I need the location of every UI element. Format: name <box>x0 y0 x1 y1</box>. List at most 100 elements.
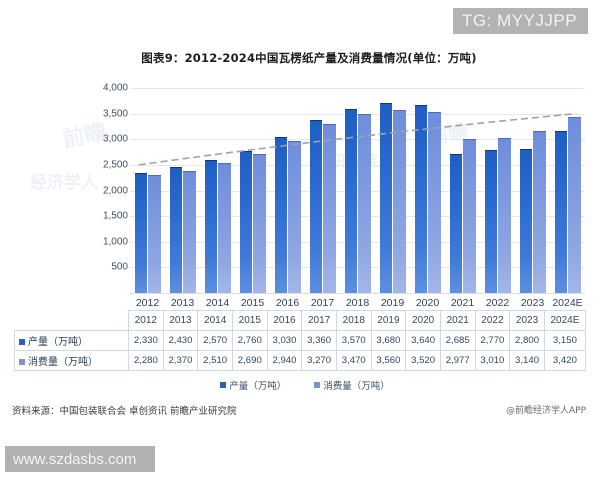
legend-color-swatch <box>314 382 321 388</box>
y-axis-tick: 2,500 <box>102 159 128 171</box>
bar-production <box>239 150 252 293</box>
x-axis-tick: 2019 <box>380 297 405 309</box>
y-axis-tick: 1,000 <box>102 236 128 248</box>
bar-group <box>305 88 340 293</box>
bar-consumption <box>148 175 161 293</box>
y-axis-tick: 4,000 <box>102 82 128 94</box>
grid-line <box>130 216 585 218</box>
bar-production <box>169 167 182 293</box>
table-row: 消费量（万吨） 2,280 2,370 2,510 2,690 2,940 3,270 3,4… <box>14 350 587 371</box>
bar-production <box>519 148 532 293</box>
y-axis-labels: 500 1,000 1,500 2,000 2,500 3,000 3,500 4,000 <box>84 83 128 293</box>
table-cell-value: 2,280 <box>128 350 164 371</box>
x-axis-tick: 2017 <box>310 297 335 309</box>
y-axis-tick: 3,000 <box>102 133 128 145</box>
x-axis-tick: 2021 <box>450 297 475 309</box>
bar-production <box>379 103 392 293</box>
table-year-header: 2017 <box>301 310 337 331</box>
table-cell-value: 2,770 <box>474 330 511 351</box>
legend-label: 消费量（万吨） <box>323 381 390 392</box>
bar-group <box>200 88 235 293</box>
table-year-header: 2018 <box>335 310 372 331</box>
bar-consumption <box>428 111 441 293</box>
table-cell-value: 3,570 <box>335 330 372 351</box>
bar-group <box>340 88 375 293</box>
legend-item: 消费量（万吨） <box>314 378 390 392</box>
legend-color-swatch <box>220 382 227 388</box>
table-year-header: 2023 <box>509 310 545 331</box>
x-axis-tick: 2012 <box>135 297 160 309</box>
plot-area: 500 1,000 1,500 2,000 2,500 3,000 3,500 4,000 2… <box>0 83 600 310</box>
series-color-swatch <box>19 339 25 345</box>
series-color-swatch <box>19 359 25 365</box>
bar-group <box>130 88 165 293</box>
table-cell-value: 2,510 <box>197 350 233 371</box>
bar-group <box>235 88 270 293</box>
bar-consumption <box>393 109 406 293</box>
app-credit: @前瞻经济学人APP <box>505 406 586 416</box>
table-cell-value: 2,940 <box>266 350 303 371</box>
x-axis-tick: 2013 <box>170 297 195 309</box>
site-watermark-tag: www.szdasbs.com <box>5 446 155 472</box>
table-cell-value: 2,690 <box>231 350 268 371</box>
bar-production <box>344 109 357 293</box>
bar-series-group <box>130 88 585 293</box>
bar-consumption <box>218 163 231 293</box>
bar-group <box>550 88 585 293</box>
data-table: 2012 2013 2014 2015 2016 2017 2018 2019 2020 2021… <box>14 310 587 371</box>
grid-line <box>130 267 585 269</box>
table-year-header: 2014 <box>197 310 233 331</box>
x-axis-tick: 2018 <box>345 297 370 309</box>
bar-production <box>134 172 147 293</box>
table-year-header: 2015 <box>231 310 268 331</box>
table-year-header: 2024E <box>543 310 587 331</box>
bar-consumption <box>463 139 476 293</box>
grid-line <box>130 190 585 192</box>
legend-label: 产量（万吨） <box>229 381 287 392</box>
bar-group <box>375 88 410 293</box>
table-cell-value: 2,977 <box>439 350 476 371</box>
bar-consumption <box>568 116 581 293</box>
x-axis-tick: 2023 <box>520 297 545 309</box>
bar-production <box>309 119 322 293</box>
bar-consumption <box>253 154 266 293</box>
table-cell-value: 3,640 <box>405 330 441 351</box>
bar-consumption <box>323 124 336 293</box>
table-cell-value: 3,560 <box>370 350 407 371</box>
table-cell-value: 2,760 <box>231 330 268 351</box>
table-cell-value: 2,370 <box>162 350 199 371</box>
table-cell-value: 2,570 <box>197 330 233 351</box>
bar-group <box>165 88 200 293</box>
table-cell-value: 3,520 <box>405 350 441 371</box>
table-corner-cell <box>15 311 129 331</box>
table-cell-value: 3,420 <box>543 350 587 371</box>
y-axis-tick: 1,500 <box>102 210 128 222</box>
axis-baseline <box>130 293 585 294</box>
table-cell-value: 3,030 <box>266 330 303 351</box>
table-cell-value: 3,470 <box>335 350 372 371</box>
table-cell-value: 2,800 <box>509 330 545 351</box>
table-year-header: 2022 <box>474 310 511 331</box>
x-axis-tick: 2015 <box>240 297 265 309</box>
legend-item: 产量（万吨） <box>220 378 286 392</box>
bar-group <box>410 88 445 293</box>
chart-title: 图表9：2012-2024中国瓦楞纸产量及消费量情况(单位：万吨) <box>141 51 477 65</box>
bar-group <box>445 88 480 293</box>
table-year-header: 2012 <box>128 310 164 331</box>
x-axis-labels: 2012 2013 2014 2015 2016 2017 2018 2019 2020 2021… <box>130 294 585 316</box>
bar-production <box>554 130 567 293</box>
bar-production <box>274 136 287 293</box>
bar-group <box>270 88 305 293</box>
y-axis-tick: 500 <box>111 261 128 273</box>
bar-group <box>480 88 515 293</box>
bar-production <box>204 160 217 293</box>
x-axis-tick: 2014 <box>205 297 230 309</box>
table-cell-value: 3,680 <box>370 330 407 351</box>
table-cell-value: 3,140 <box>509 350 545 371</box>
table-row-label: 消费量（万吨） <box>14 350 129 371</box>
y-axis-tick: 2,000 <box>102 185 128 196</box>
grid-line <box>130 241 585 243</box>
table-year-header: 2016 <box>266 310 303 331</box>
x-axis-tick: 2024E <box>552 297 583 309</box>
bar-consumption <box>358 114 371 293</box>
